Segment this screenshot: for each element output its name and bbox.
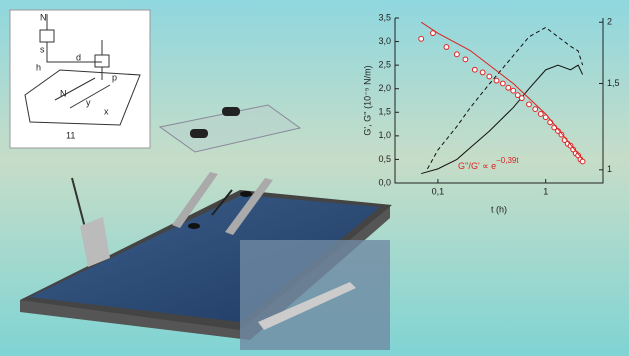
schematic-label: p <box>112 72 117 82</box>
y-tick-label: 2,0 <box>378 83 391 93</box>
data-point <box>444 45 449 50</box>
data-point <box>538 112 543 117</box>
x-axis-label: t (h) <box>491 204 507 214</box>
schematic-label: h <box>36 62 41 72</box>
y-tick-label: 1,0 <box>378 130 391 140</box>
weight <box>222 107 240 116</box>
data-point <box>519 96 524 101</box>
weight <box>190 129 208 138</box>
y2-tick-label: 2 <box>607 17 612 27</box>
data-point <box>487 74 492 79</box>
y-tick-label: 3,0 <box>378 36 391 46</box>
schematic-label: N <box>60 88 67 98</box>
data-point <box>480 70 485 75</box>
data-point <box>580 159 585 164</box>
schematic-label: N <box>40 12 47 22</box>
data-point <box>472 67 477 72</box>
schematic-label: 11 <box>66 130 75 140</box>
y2-tick-label: 1,5 <box>607 78 620 88</box>
schematic-label: x <box>104 106 109 116</box>
schematic-label: d <box>76 52 81 62</box>
data-point <box>454 52 459 57</box>
y-axis-label: G', G'' (10⁻⁵ N/m) <box>362 65 372 135</box>
annotation-text: G''/G' ∝ e <box>458 161 496 171</box>
float <box>188 223 200 229</box>
data-point <box>494 78 499 83</box>
data-point <box>500 81 505 86</box>
x-tick-label: 0,1 <box>432 186 445 196</box>
data-point <box>463 57 468 62</box>
annotation-exponent: −0,39t <box>496 156 519 165</box>
scene: N d s h p N y x 11 0,00,51,01,52,02,53,0… <box>0 0 629 356</box>
schematic-label: y <box>86 97 91 107</box>
y2-tick-label: 1 <box>607 164 612 174</box>
y-tick-label: 1,5 <box>378 107 391 117</box>
schematic-label: s <box>40 44 45 54</box>
data-point <box>506 85 511 90</box>
schematic-box <box>10 10 150 148</box>
y-tick-label: 2,5 <box>378 60 391 70</box>
y-tick-label: 0,0 <box>378 177 391 187</box>
y-tick-label: 0,5 <box>378 154 391 164</box>
data-point <box>419 36 424 41</box>
float <box>240 191 252 197</box>
data-point <box>511 88 516 93</box>
zoom-inset <box>240 240 390 350</box>
x-tick-label: 1 <box>543 186 548 196</box>
data-point <box>527 102 532 107</box>
data-point <box>533 107 538 112</box>
y-tick-label: 3,5 <box>378 12 391 22</box>
